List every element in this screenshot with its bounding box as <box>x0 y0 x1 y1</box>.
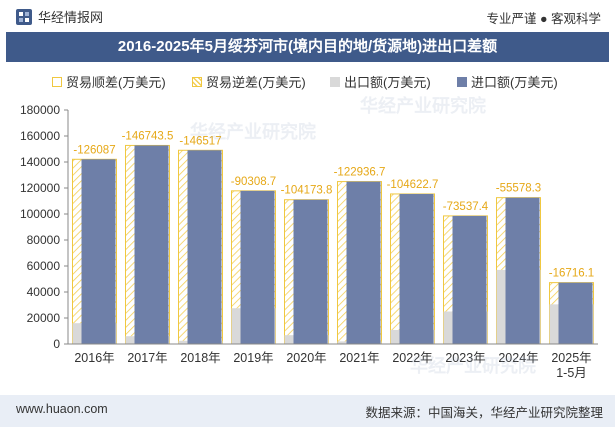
data-labels: -126087 -146743.5 -146517 -90308.7 -104173.8… <box>73 130 594 279</box>
import-bar <box>505 197 540 344</box>
legend: 贸易顺差(万美元) 贸易逆差(万美元) 出口额(万美元) 进口额(万美元) <box>0 72 615 92</box>
balance-label: -55578.3 <box>496 183 541 195</box>
brand[interactable]: 华经情报网 <box>16 7 103 26</box>
balance-label: -73537.4 <box>443 201 489 213</box>
y-tick-label: 40000 <box>27 285 61 299</box>
title-bar: 2016-2025年5月绥芬河市(境内目的地/货源地)进出口差额 <box>6 32 609 62</box>
import-bar <box>81 159 116 344</box>
legend-label-import: 进口额(万美元) <box>471 75 558 90</box>
import-swatch-icon <box>457 76 467 87</box>
import-bar <box>240 190 275 344</box>
huajing-logo-icon <box>16 8 32 25</box>
legend-label-deficit: 贸易逆差(万美元) <box>206 75 306 90</box>
x-tick-label: 2022年 <box>392 351 432 365</box>
surplus-swatch-icon <box>52 76 62 87</box>
balance-label: -126087 <box>73 144 115 156</box>
top-bar: 华经情报网 专业严谨 ● 客观科学 <box>0 0 615 32</box>
y-tick-label: 140000 <box>20 155 60 169</box>
y-tick-label: 0 <box>53 337 60 351</box>
x-tick-label: 2019年 <box>233 351 273 365</box>
website-link[interactable]: www.huaon.com <box>16 402 108 416</box>
x-axis: 2016年 2017年 2018年 2019年 2020年 2021年 2022年 2023年… <box>68 343 598 380</box>
legend-item-export[interactable]: 出口额(万美元) <box>330 72 431 91</box>
import-bar <box>134 145 169 344</box>
x-tick-label: 2016年 <box>74 351 114 365</box>
export-swatch-icon <box>330 76 340 87</box>
balance-label: -104173.8 <box>281 185 333 197</box>
data-source: 数据来源：中国海关，华经产业研究院整理 <box>365 406 603 420</box>
balance-label: -90308.7 <box>231 176 276 188</box>
y-tick-label: 100000 <box>20 207 60 221</box>
import-bar <box>346 181 381 344</box>
balance-label: -146743.5 <box>122 130 174 142</box>
balance-label: -16716.1 <box>549 268 594 280</box>
y-axis: 0 20000 40000 60000 80000 100000 120000 140000 1… <box>20 103 69 351</box>
y-tick-label: 80000 <box>27 233 61 247</box>
x-tick-label: 1-5月 <box>556 366 587 380</box>
chart-title: 2016-2025年5月绥芬河市(境内目的地/货源地)进出口差额 <box>117 38 498 55</box>
import-bar <box>187 150 222 344</box>
x-tick-label: 2023年 <box>445 351 485 365</box>
x-tick-label: 2025年 <box>551 351 591 365</box>
import-bar <box>293 199 328 344</box>
import-bar <box>452 215 487 344</box>
legend-item-surplus[interactable]: 贸易顺差(万美元) <box>52 72 166 91</box>
x-tick-label: 2017年 <box>127 351 167 365</box>
y-tick-label: 120000 <box>20 181 60 195</box>
balance-label: -146517 <box>179 135 221 147</box>
bars <box>72 144 594 345</box>
balance-label: -104622.7 <box>387 179 439 191</box>
y-tick-label: 160000 <box>20 129 60 143</box>
deficit-swatch-icon <box>192 76 202 87</box>
y-tick-label: 60000 <box>27 259 61 273</box>
chart-area: 0 20000 40000 60000 80000 100000 120000 140000 1… <box>20 103 598 380</box>
legend-label-export: 出口额(万美元) <box>344 75 431 90</box>
x-tick-label: 2020年 <box>286 351 326 365</box>
y-tick-label: 20000 <box>27 311 61 325</box>
import-bar <box>399 193 434 344</box>
legend-item-import[interactable]: 进口额(万美元) <box>457 72 558 91</box>
brand-name: 华经情报网 <box>38 10 104 25</box>
x-tick-label: 2021年 <box>339 351 379 365</box>
y-tick-label: 180000 <box>20 103 60 117</box>
footer: www.huaon.com 数据来源：中国海关，华经产业研究院整理 <box>0 395 615 427</box>
balance-label: -122936.7 <box>334 167 386 179</box>
legend-label-surplus: 贸易顺差(万美元) <box>66 75 166 90</box>
import-bar <box>558 282 593 344</box>
slogan: 专业严谨 ● 客观科学 <box>486 12 602 26</box>
x-tick-label: 2024年 <box>498 351 538 365</box>
x-tick-label: 2018年 <box>180 351 220 365</box>
legend-item-deficit[interactable]: 贸易逆差(万美元) <box>192 72 306 91</box>
